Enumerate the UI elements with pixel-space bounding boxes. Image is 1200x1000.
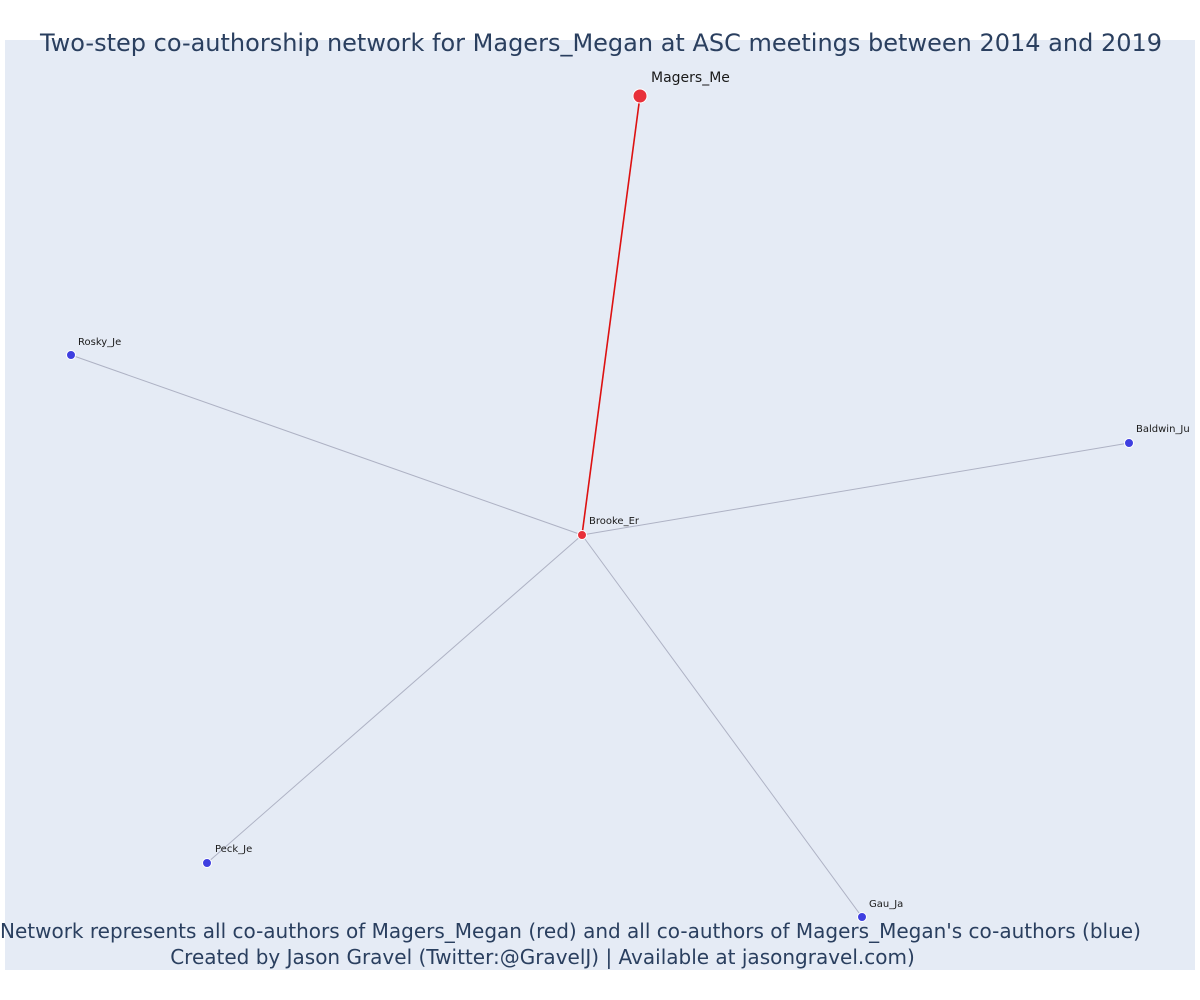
nodes-layer: [66, 88, 1134, 922]
node-label-magers: Magers_Me: [651, 70, 730, 86]
node-label-gau: Gau_Ja: [869, 899, 903, 910]
node-magers[interactable]: [632, 88, 648, 104]
node-rosky[interactable]: [66, 350, 76, 360]
edge-magers-brooke: [581, 95, 641, 536]
node-baldwin[interactable]: [1124, 438, 1134, 448]
edges-layer: [70, 95, 1130, 918]
node-label-rosky: Rosky_Je: [78, 337, 121, 348]
node-peck[interactable]: [202, 858, 212, 868]
caption-line-2: Created by Jason Gravel (Twitter:@Gravel…: [170, 945, 915, 969]
node-gau[interactable]: [857, 912, 867, 922]
edge-brooke-baldwin: [581, 442, 1130, 536]
plot-area: [5, 40, 1195, 970]
edge-brooke-gau: [581, 534, 863, 918]
node-label-peck: Peck_Je: [215, 844, 252, 855]
node-label-brooke: Brooke_Er: [589, 516, 640, 527]
edge-brooke-peck: [206, 534, 583, 864]
caption-line-1: Network represents all co-authors of Mag…: [0, 919, 1141, 943]
caption: Network represents all co-authors of Mag…: [0, 918, 1141, 970]
edge-brooke-rosky: [70, 354, 583, 536]
chart-title: Two-step co-authorship network for Mager…: [39, 29, 1163, 57]
node-brooke[interactable]: [577, 530, 587, 540]
node-label-baldwin: Baldwin_Ju: [1136, 424, 1190, 435]
labels-layer: Magers_Me Brooke_Er Rosky_Je Baldwin_Ju Peck…: [78, 70, 1190, 910]
